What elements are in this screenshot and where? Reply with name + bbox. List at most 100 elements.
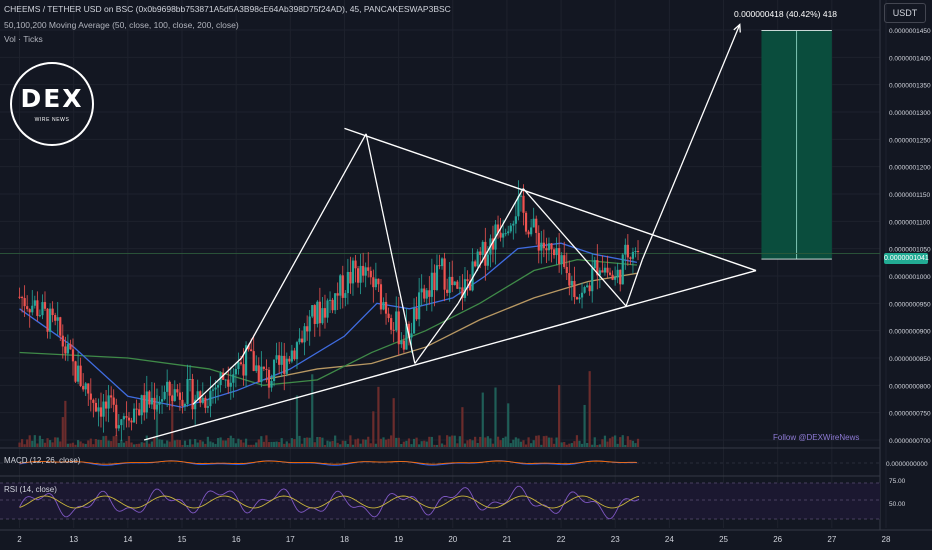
candle-body [145, 391, 148, 413]
candle-body [135, 408, 138, 410]
volume-bar [374, 443, 377, 447]
volume-bar [598, 444, 601, 447]
candle-body [491, 238, 495, 250]
candle-body [369, 270, 372, 278]
candle-body [433, 272, 436, 291]
candle-body [176, 389, 179, 393]
volume-bar [186, 444, 189, 447]
candle-body [430, 272, 433, 297]
candle-body [440, 258, 444, 267]
candle-body [250, 349, 253, 352]
candle-body [107, 395, 110, 409]
volume-bar [145, 435, 148, 447]
pattern-drawings [143, 23, 757, 441]
volume-bar [458, 436, 461, 447]
candle-body [341, 275, 344, 298]
volume-bar [318, 436, 321, 447]
candle-body [201, 397, 204, 403]
candle-body [214, 387, 217, 390]
volume-bar [435, 444, 439, 447]
volume-bar [382, 437, 385, 447]
volume-bar [56, 437, 59, 447]
volume-bar [415, 437, 418, 447]
candle-body [18, 296, 21, 298]
ma-legend: 50,100,200 Moving Average (50, close, 10… [4, 20, 239, 30]
volume-bar [36, 443, 39, 447]
candle-body [267, 369, 271, 388]
candle-body [468, 281, 472, 291]
volume-bar [331, 441, 334, 447]
candle-body [181, 399, 184, 406]
candle-body [484, 241, 487, 266]
volume-bar [191, 444, 194, 447]
candles [18, 180, 640, 441]
volume-bar [349, 435, 352, 447]
candle-body [74, 361, 77, 382]
candle-body [423, 288, 426, 299]
volume-bar [476, 442, 479, 447]
volume-bar [555, 437, 558, 447]
volume-bar [540, 444, 543, 447]
candle-body [290, 350, 293, 362]
currency-button[interactable]: USDT [884, 3, 926, 23]
volume-bar [94, 438, 97, 447]
volume-bar [110, 441, 113, 447]
volume-bar [140, 442, 143, 447]
rsi-level-label: 75.00 [889, 478, 906, 485]
candle-body [499, 232, 502, 238]
candle-body [354, 260, 357, 269]
volume-bar [163, 443, 166, 447]
volume-bar [323, 444, 327, 447]
candle-body [150, 397, 153, 405]
volume-bar [252, 444, 255, 447]
candle-body [178, 392, 181, 400]
volume-bar [267, 442, 271, 447]
volume-bar [232, 438, 235, 447]
candle-body [110, 395, 113, 398]
volume-bar [423, 440, 426, 447]
candle-body [486, 254, 489, 266]
candle-body [323, 308, 327, 318]
candle-body [377, 278, 380, 285]
candle-body [257, 365, 260, 383]
volume-bars [18, 371, 640, 447]
candle-body [99, 407, 103, 417]
candle-body [379, 284, 383, 310]
candle-body [104, 401, 108, 409]
logo-text: DEX [20, 84, 84, 113]
candle-body [280, 355, 283, 365]
time-tick-label: 13 [69, 535, 78, 544]
volume-bar [171, 383, 174, 447]
candle-body [395, 311, 398, 331]
candle-body [272, 359, 276, 382]
volume-bar [474, 436, 477, 447]
candle-body [171, 395, 174, 401]
candle-body [92, 399, 95, 403]
candle-body [311, 305, 314, 317]
volume-bar [575, 435, 579, 447]
candle-body [535, 218, 538, 233]
candle-body [555, 248, 558, 256]
price-tick-label: 0.0000001350 [889, 83, 931, 90]
volume-bar [89, 438, 92, 447]
candle-body [509, 225, 512, 232]
volume-bar [298, 435, 301, 447]
volume-bar [250, 444, 253, 447]
candle-body [384, 301, 388, 314]
volume-bar [321, 437, 324, 447]
candle-body [583, 287, 586, 293]
volume-bar [132, 444, 136, 447]
candle-body [20, 297, 24, 299]
volume-bar [234, 443, 237, 447]
pattern-leg [414, 302, 459, 364]
candle-body [122, 416, 125, 420]
volume-bar [71, 442, 75, 447]
macd-line [19, 460, 637, 466]
volume-bar [583, 404, 586, 447]
volume-bar [568, 443, 571, 447]
volume-bar [586, 442, 589, 447]
volume-bar [66, 443, 69, 447]
candle-body [596, 260, 599, 276]
volume-bar [46, 438, 49, 447]
